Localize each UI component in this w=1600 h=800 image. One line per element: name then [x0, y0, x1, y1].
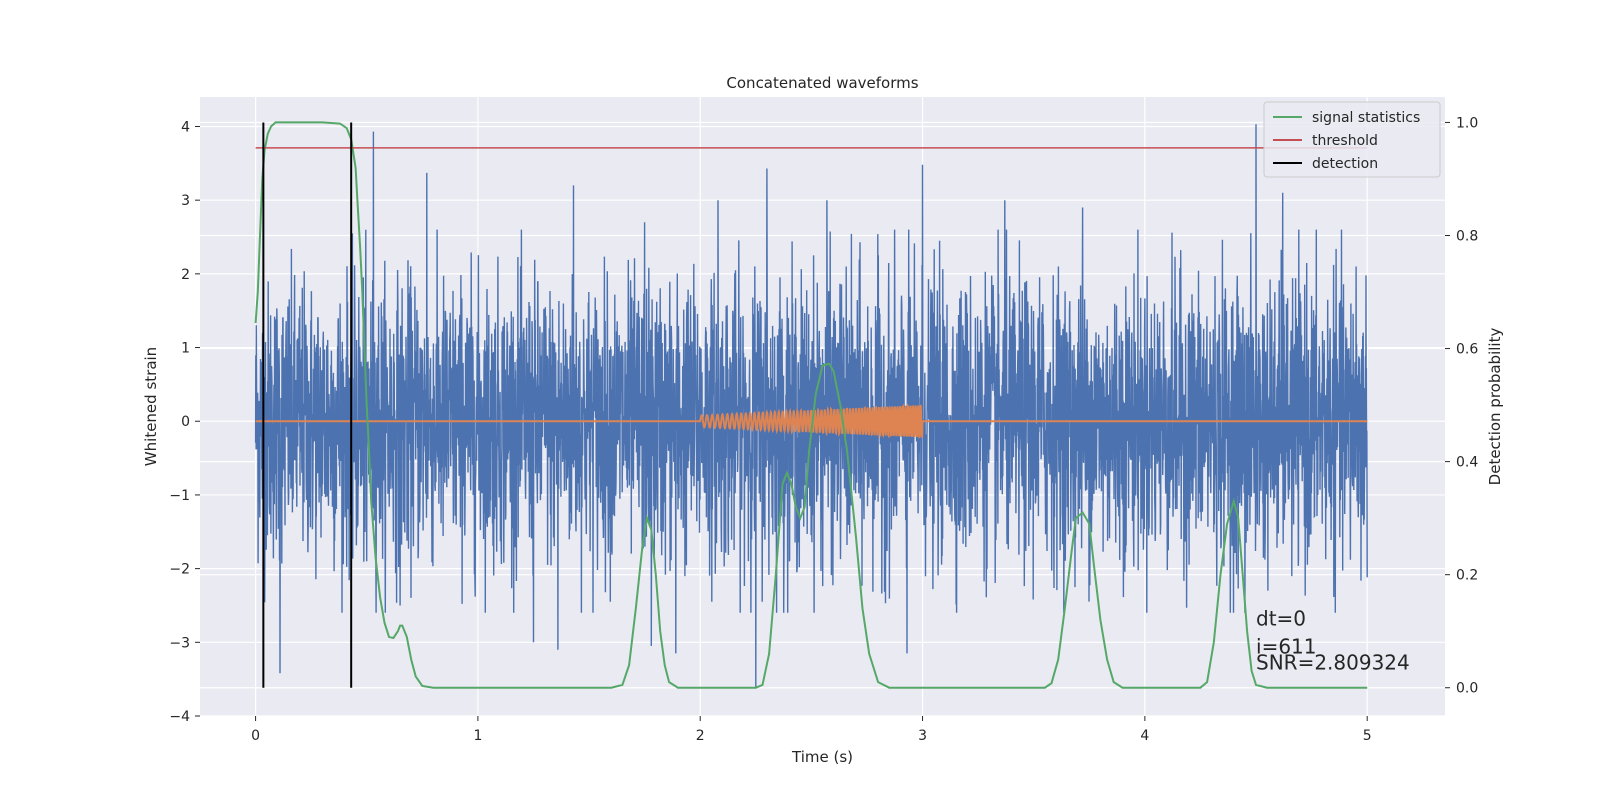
right-tick-label: 0.8 [1456, 228, 1478, 244]
y-tick-label: 1 [181, 341, 190, 357]
series-layer [254, 121, 1368, 689]
legend-label: detection [1312, 156, 1378, 172]
x-tick-label: 0 [251, 728, 260, 744]
y-axis-label: Whitened strain [142, 347, 160, 466]
y-tick-label: −1 [169, 488, 190, 504]
right-axis-label: Detection probability [1486, 328, 1504, 486]
y-tick-label: 4 [181, 119, 190, 135]
chart-title: Concatenated waveforms [726, 74, 918, 92]
legend: signal statistics threshold detection [1263, 101, 1441, 178]
right-tick-label: 0.6 [1456, 342, 1478, 358]
y-tick-label: −4 [169, 709, 190, 725]
legend-label: signal statistics [1312, 110, 1420, 126]
annotation-text: i=611 [1256, 634, 1317, 658]
x-tick-label: 2 [696, 728, 705, 744]
x-tick-label: 5 [1363, 728, 1372, 744]
right-axis-ticks: 0.0 0.2 0.4 0.6 0.8 1.0 [1445, 115, 1478, 697]
right-tick-label: 1.0 [1456, 115, 1478, 131]
x-axis-ticks: 0 1 2 3 4 5 [251, 716, 1372, 744]
annotation-text: dt=0 [1256, 606, 1306, 630]
x-tick-label: 4 [1140, 728, 1149, 744]
right-tick-label: 0.2 [1456, 568, 1478, 584]
right-tick-label: 0.0 [1456, 681, 1478, 697]
signal-statistics-line [254, 121, 1368, 689]
y-tick-label: 3 [181, 193, 190, 209]
y-tick-label: 0 [181, 414, 190, 430]
y-tick-label: 2 [181, 267, 190, 283]
strain-line [254, 124, 1368, 689]
y-tick-label: −2 [169, 562, 190, 578]
x-axis-label: Time (s) [791, 748, 853, 766]
annotation-text: SNR=2.809324 [1256, 651, 1410, 675]
y-axis-ticks: −4 −3 −2 −1 0 1 2 3 4 [169, 119, 200, 725]
y-tick-label: −3 [169, 635, 190, 651]
legend-label: threshold [1312, 133, 1378, 149]
right-tick-label: 0.4 [1456, 455, 1478, 471]
legend-box [1263, 101, 1441, 178]
x-tick-label: 1 [473, 728, 482, 744]
template-line [255, 403, 1368, 440]
x-tick-label: 3 [918, 728, 927, 744]
